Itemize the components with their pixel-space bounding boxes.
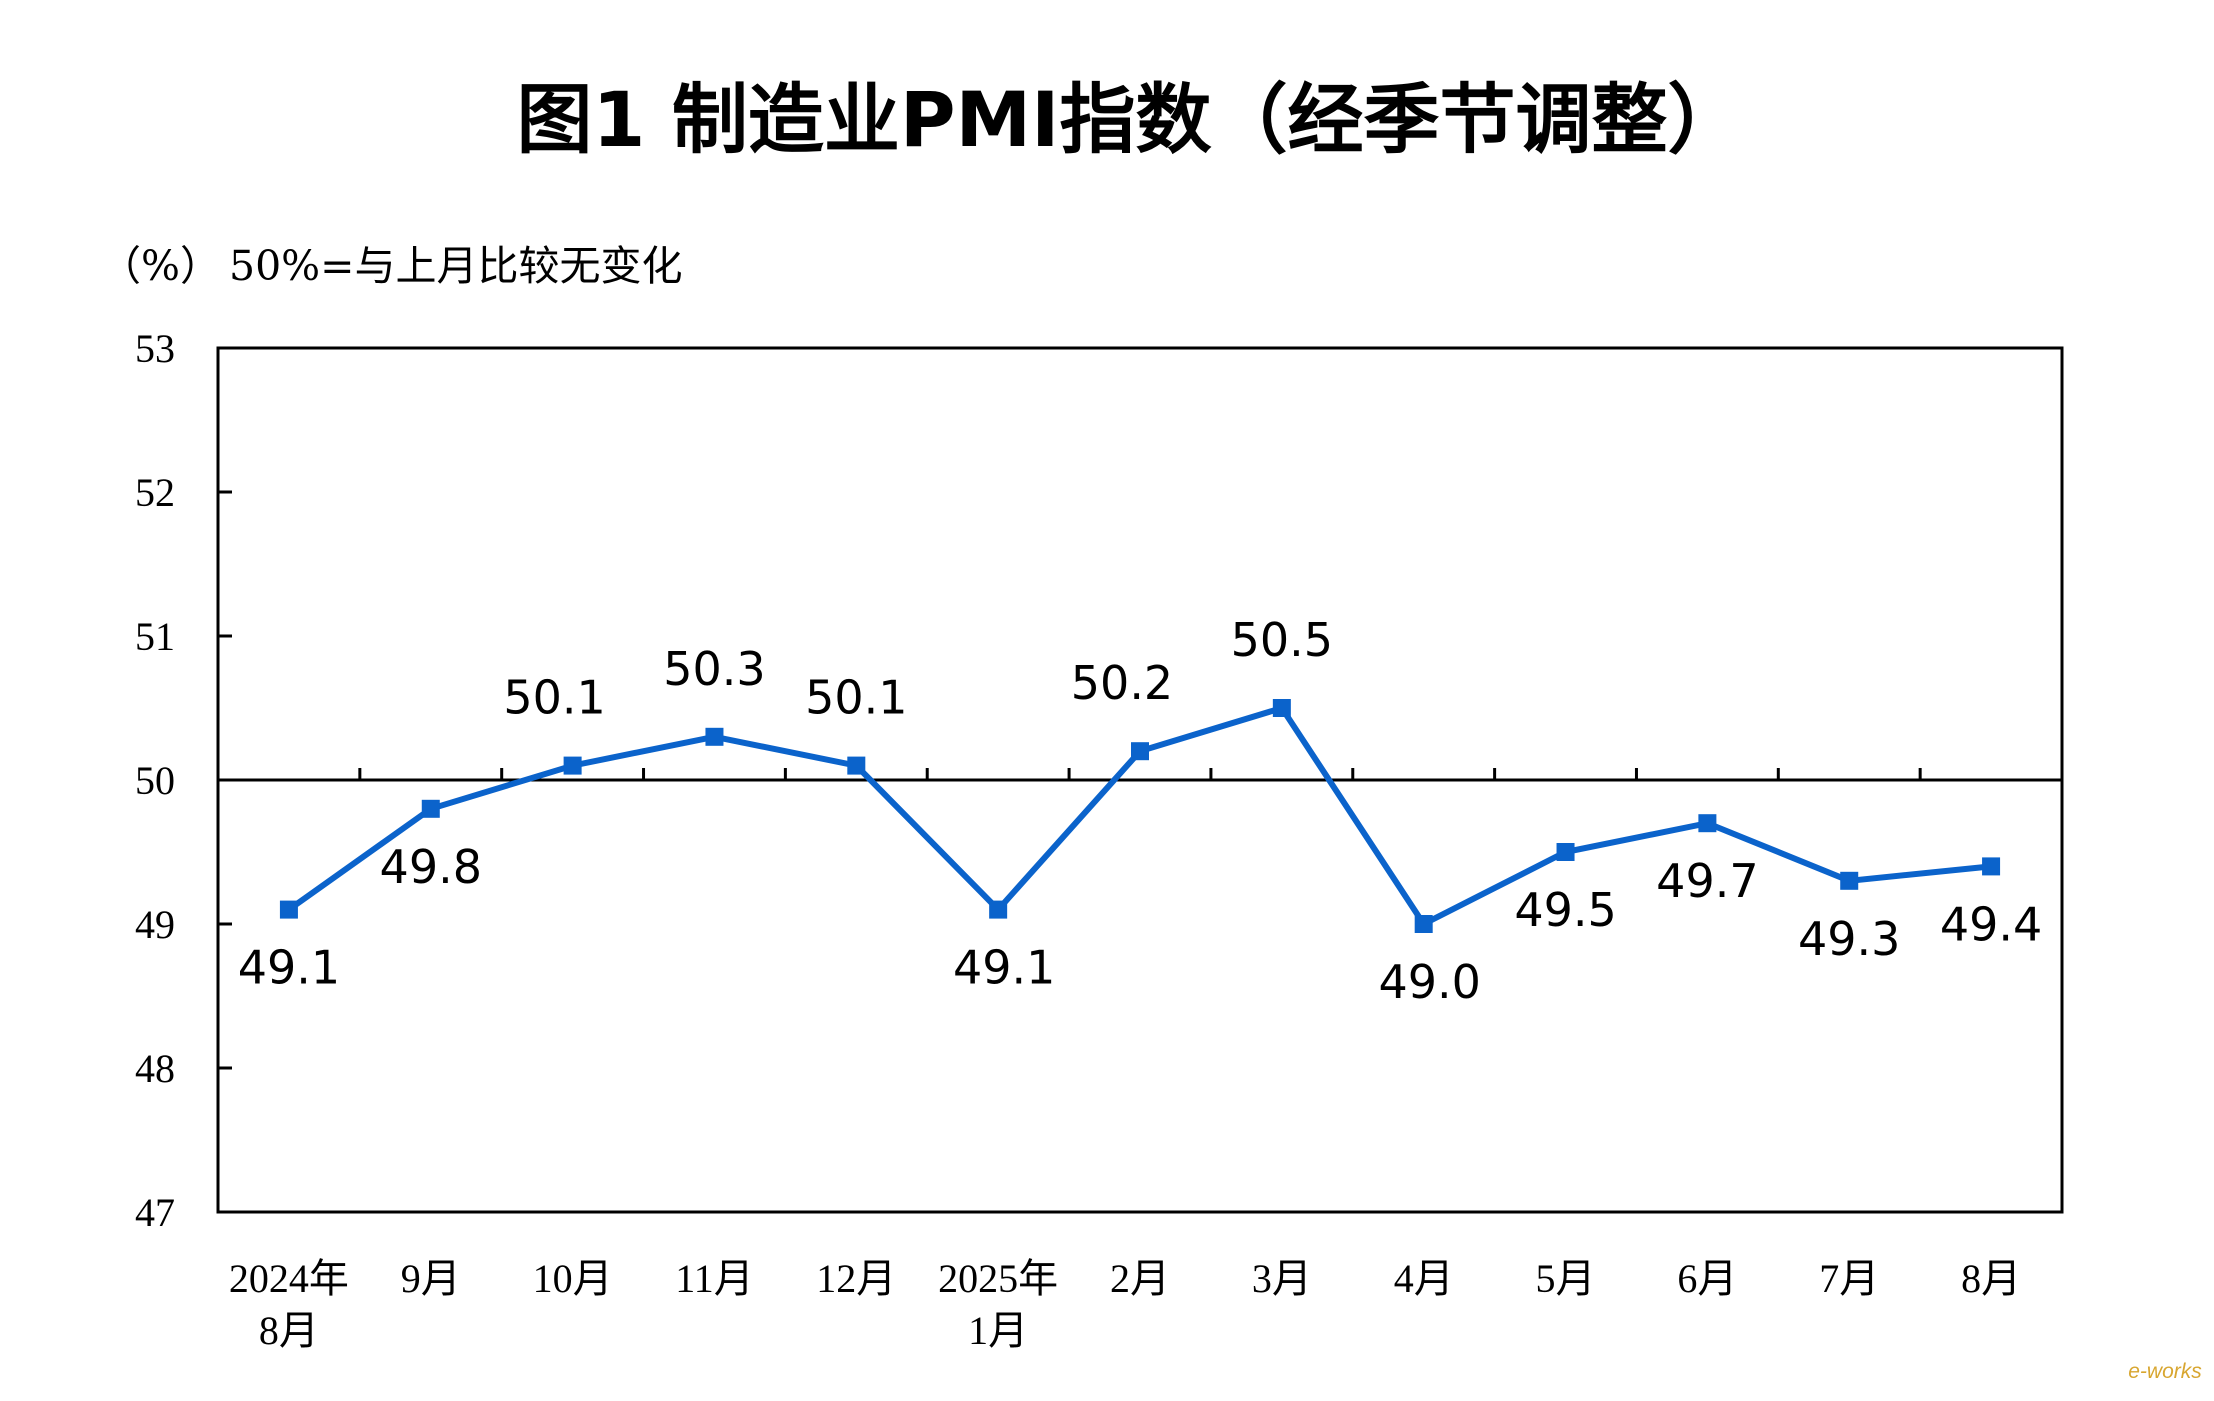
data-point <box>1698 814 1717 833</box>
x-tick-label: 2025年 1月 <box>938 1256 1058 1353</box>
data-label: 50.2 <box>1071 656 1173 710</box>
x-tick-label: 2024年 8月 <box>229 1256 349 1353</box>
y-axis: 53 52 51 50 49 48 47 <box>135 326 232 1235</box>
data-point <box>563 756 582 775</box>
watermark: e-works <box>2128 1360 2202 1383</box>
y-tick-label: 53 <box>135 326 175 371</box>
y-tick-label: 51 <box>135 614 175 659</box>
x-tick-label: 8月 <box>1961 1256 2021 1301</box>
x-tick-label: 3月 <box>1252 1256 1312 1301</box>
data-label: 49.1 <box>238 941 340 995</box>
data-label: 50.5 <box>1231 613 1333 667</box>
data-label: 49.7 <box>1656 854 1758 908</box>
pmi-markers <box>279 699 2001 933</box>
data-label: 50.1 <box>503 671 605 725</box>
data-point <box>1556 843 1575 861</box>
y-tick-label: 49 <box>135 902 175 947</box>
x-tick-label: 6月 <box>1677 1256 1737 1301</box>
x-tick-label: 9月 <box>401 1256 461 1301</box>
data-point <box>1131 742 1149 761</box>
x-tick-label: 11月 <box>675 1256 754 1301</box>
reference-note: 50%=与上月比较无变化 <box>229 242 682 290</box>
data-point <box>847 756 866 775</box>
data-point <box>1414 915 1433 933</box>
data-label: 49.4 <box>1940 897 2042 951</box>
data-point <box>421 799 440 818</box>
data-label: 50.3 <box>663 642 765 696</box>
y-tick-label: 47 <box>135 1190 175 1235</box>
data-labels: 49.1 49.8 50.1 50.3 50.1 49.1 50.2 50.5 49.0 49.5… <box>238 613 2043 1009</box>
y-tick-label: 52 <box>135 470 175 515</box>
x-tick-label: 12月 <box>816 1256 896 1301</box>
y-axis-unit: （%） <box>100 242 221 290</box>
x-tick-label: 5月 <box>1536 1256 1596 1301</box>
x-tick-label: 7月 <box>1819 1256 1879 1301</box>
x-tick-label: 4月 <box>1394 1256 1454 1301</box>
data-point <box>1840 871 1859 890</box>
y-tick-label: 48 <box>135 1046 175 1091</box>
chart-title: 图1 制造业PMI指数（经季节调整） <box>517 75 1744 164</box>
data-point <box>1982 857 2001 876</box>
data-point <box>279 900 298 919</box>
y-tick-label: 50 <box>135 758 175 803</box>
data-point <box>989 900 1008 919</box>
x-tick-label: 10月 <box>533 1256 613 1301</box>
data-label: 49.5 <box>1514 883 1616 937</box>
x-tick-label: 2月 <box>1110 1256 1170 1301</box>
data-label: 49.1 <box>953 941 1055 995</box>
data-label: 49.3 <box>1798 912 1900 966</box>
data-label: 49.8 <box>380 840 482 894</box>
data-label: 50.1 <box>805 671 907 725</box>
x-axis: 2024年 8月 9月 10月 11月 12月 2025年 1月 2月 3月 4月 5月 6月 7月 8月 <box>229 768 2021 1353</box>
data-point <box>1272 699 1291 717</box>
data-label: 49.0 <box>1378 955 1480 1009</box>
data-point <box>705 727 724 746</box>
